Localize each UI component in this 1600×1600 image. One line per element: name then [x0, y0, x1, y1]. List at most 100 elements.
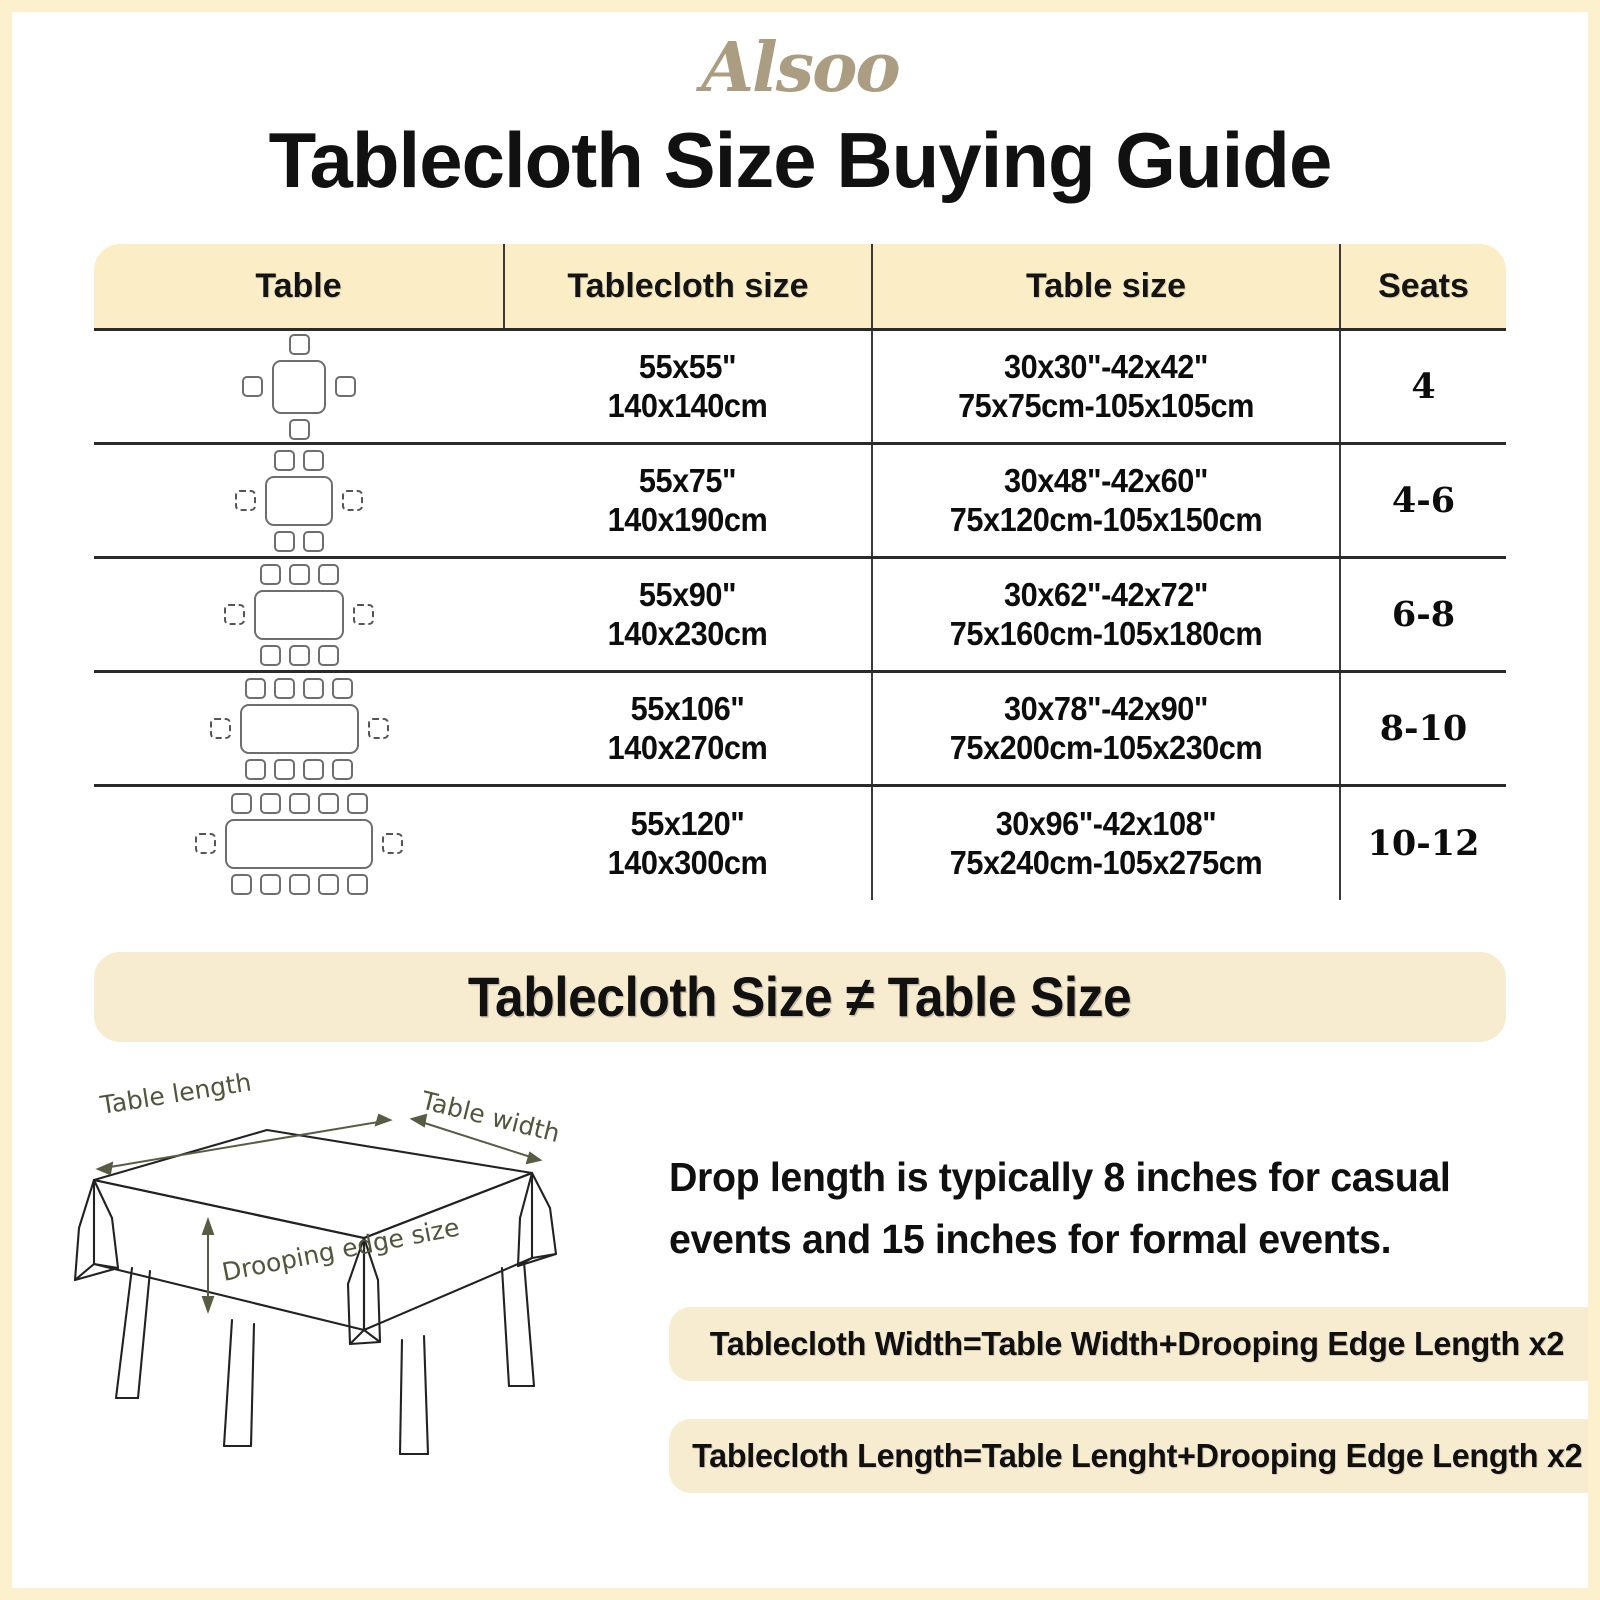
tablecloth-size-cm: 140x230cm [607, 614, 768, 652]
tablecloth-size-value: 55x55" 140x140cm [517, 348, 858, 426]
tablecloth-size-cell: 55x90" 140x230cm [504, 557, 873, 674]
table-size-cell: 30x30"-42x42" 75x75cm-105x105cm [872, 329, 1341, 446]
guide-page: Alsoo Tablecloth Size Buying Guide Table… [12, 12, 1588, 1588]
chair-icon [230, 792, 252, 814]
tablecloth-size-cm: 140x140cm [607, 386, 768, 424]
tablecloth-size-value: 55x90" 140x230cm [517, 576, 858, 654]
table-size-cm: 75x200cm-105x230cm [949, 728, 1263, 766]
seating-diagram-cell [94, 785, 504, 900]
table-size-value: 30x30"-42x42" 75x75cm-105x105cm [889, 348, 1322, 426]
chair-icon [317, 792, 339, 814]
size-notice-banner: Tablecloth Size ≠ Table Size [94, 951, 1506, 1042]
seats-value: 8-10 [1379, 708, 1468, 750]
chair-icon [288, 873, 310, 895]
seating-diagram-cell [94, 329, 504, 446]
column-header-table: Table [94, 243, 505, 332]
chair-icon [224, 604, 245, 626]
chair-icon [342, 490, 363, 512]
tablecloth-size-value: 55x75" 140x190cm [517, 462, 858, 540]
formula-box-length: Tablecloth Length=Table Lenght+Drooping … [669, 1418, 1588, 1493]
formula-box-width: Tablecloth Width=Table Width+Drooping Ed… [669, 1306, 1588, 1381]
table-top-shape [265, 475, 333, 526]
chair-icon [288, 333, 310, 355]
size-table-container: Table Tablecloth size Table size Seats 5… [94, 243, 1506, 900]
chair-icon [259, 644, 281, 666]
tablecloth-size-inches: 55x55" [638, 347, 737, 385]
table-size-value: 30x96"-42x108" 75x240cm-105x275cm [889, 805, 1322, 883]
chair-icon [235, 490, 256, 512]
tablecloth-size-cell: 55x106" 140x270cm [504, 671, 873, 788]
tablecloth-size-table: Table Tablecloth size Table size Seats 5… [94, 243, 1506, 900]
table-with-side-chairs [209, 703, 389, 754]
tablecloth-size-cell: 55x55" 140x140cm [504, 329, 873, 446]
page-title: Tablecloth Size Buying Guide [268, 116, 1333, 204]
seats-cell: 8-10 [1340, 671, 1506, 788]
chair-icon [274, 677, 295, 699]
chair-icon [382, 833, 403, 855]
chair-icon [230, 873, 252, 895]
table-row: 55x90" 140x230cm 30x62"-42x72" 75x160cm-105… [94, 557, 1506, 674]
tablecloth-size-inches: 55x75" [638, 461, 737, 499]
table-row: 55x106" 140x270cm 30x78"-42x90" 75x200cm-10… [94, 671, 1506, 788]
chair-icon [274, 530, 295, 552]
seats-cell: 6-8 [1340, 557, 1506, 674]
table-size-cell: 30x96"-42x108" 75x240cm-105x275cm [872, 785, 1341, 900]
table-top-shape [254, 589, 344, 640]
tablecloth-size-value: 55x120" 140x300cm [517, 805, 858, 883]
seating-diagram-cell [94, 443, 504, 560]
chairs-top-row [259, 563, 339, 585]
table-size-cell: 30x78"-42x90" 75x200cm-105x230cm [872, 671, 1341, 788]
table-body: 55x55" 140x140cm 30x30"-42x42" 75x75cm-105x… [94, 329, 1506, 900]
right-column: Drop length is typically 8 inches for ca… [647, 1068, 1588, 1493]
seats-value: 10-12 [1367, 823, 1480, 865]
chair-icon [303, 758, 324, 780]
tablecloth-size-cm: 140x300cm [607, 843, 768, 881]
chairs-bottom-row [230, 873, 368, 895]
chair-icon [288, 792, 310, 814]
table-size-inches: 30x96"-42x108" [995, 804, 1217, 842]
table-row: 55x75" 140x190cm 30x48"-42x60" 75x120cm-105… [94, 443, 1506, 560]
chairs-top-row [245, 677, 353, 699]
chair-icon [346, 792, 368, 814]
chair-icon [332, 758, 353, 780]
table-size-inches: 30x48"-42x60" [1004, 461, 1208, 499]
table-size-inches: 30x78"-42x90" [1004, 689, 1208, 727]
chair-icon [259, 873, 281, 895]
tablecloth-size-cm: 140x190cm [607, 500, 768, 538]
tablecloth-size-cell: 55x75" 140x190cm [504, 443, 873, 560]
size-notice-text: Tablecloth Size ≠ Table Size [468, 965, 1132, 1029]
chair-icon [332, 677, 353, 699]
seating-diagram [94, 677, 504, 780]
seating-diagram [94, 333, 504, 440]
table-drawing-svg: Table length Table width Drooping edge s… [73, 1068, 563, 1455]
chair-icon [209, 718, 231, 740]
table-head: Table Tablecloth size Table size Seats [94, 243, 1506, 332]
table-size-value: 30x62"-42x72" 75x160cm-105x180cm [889, 576, 1322, 654]
chair-icon [274, 449, 295, 471]
table-size-cell: 30x48"-42x60" 75x120cm-105x150cm [872, 443, 1341, 560]
table-size-cell: 30x62"-42x72" 75x160cm-105x180cm [872, 557, 1341, 674]
chairs-bottom-row [274, 530, 324, 552]
column-header-tablecloth-size: Tablecloth size [504, 243, 873, 332]
formula-width-text: Tablecloth Width=Table Width+Drooping Ed… [710, 1324, 1565, 1362]
table-with-side-chairs [235, 475, 363, 526]
column-header-table-size: Table size [872, 243, 1341, 332]
brand-logo: Alsoo [701, 28, 901, 108]
table-with-side-chairs [224, 589, 374, 640]
seats-cell: 4 [1340, 329, 1506, 446]
table-header-row: Table Tablecloth size Table size Seats [94, 243, 1506, 332]
tablecloth-size-inches: 55x106" [630, 689, 745, 727]
table-top-shape [272, 359, 326, 414]
tablecloth-size-value: 55x106" 140x270cm [517, 690, 858, 768]
chair-icon [317, 873, 339, 895]
table-top-shape [239, 703, 359, 754]
table-with-side-chairs [242, 359, 356, 414]
lower-section: Table length Table width Drooping edge s… [12, 1068, 1588, 1493]
table-illustration: Table length Table width Drooping edge s… [72, 1068, 647, 1493]
table-row: 55x120" 140x300cm 30x96"-42x108" 75x240cm-1… [94, 785, 1506, 900]
table-size-value: 30x48"-42x60" 75x120cm-105x150cm [889, 462, 1322, 540]
chair-icon [317, 644, 339, 666]
chairs-bottom-row [245, 758, 353, 780]
drop-length-note: Drop length is typically 8 inches for ca… [669, 1153, 1451, 1263]
formula-length-text: Tablecloth Length=Table Lenght+Drooping … [692, 1436, 1583, 1474]
